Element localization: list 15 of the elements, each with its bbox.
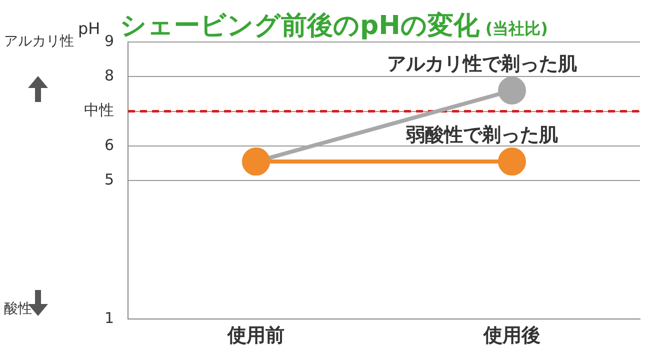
y-tick-label: 1 <box>104 309 114 328</box>
y-axis-title: pH <box>78 19 100 38</box>
y-tick-label: 6 <box>104 136 114 154</box>
y-tick-label: 中性 <box>84 101 114 120</box>
y-tick-label: 9 <box>104 32 114 50</box>
y-tick-label: 5 <box>104 170 114 188</box>
x-tick-label: 使用後 <box>482 324 540 347</box>
series-label: 弱酸性で剃った肌 <box>405 124 558 146</box>
x-tick-label: 使用前 <box>226 324 284 347</box>
y-tick-label: 8 <box>104 66 114 85</box>
chart-subtitle: (当社比) <box>485 19 548 38</box>
text: 酸性 <box>4 300 32 317</box>
text: アルカリ性 <box>4 34 74 50</box>
chart-title: シェービング前後のpHの変化 <box>120 11 480 41</box>
series-label: アルカリ性で剃った肌 <box>387 52 577 75</box>
